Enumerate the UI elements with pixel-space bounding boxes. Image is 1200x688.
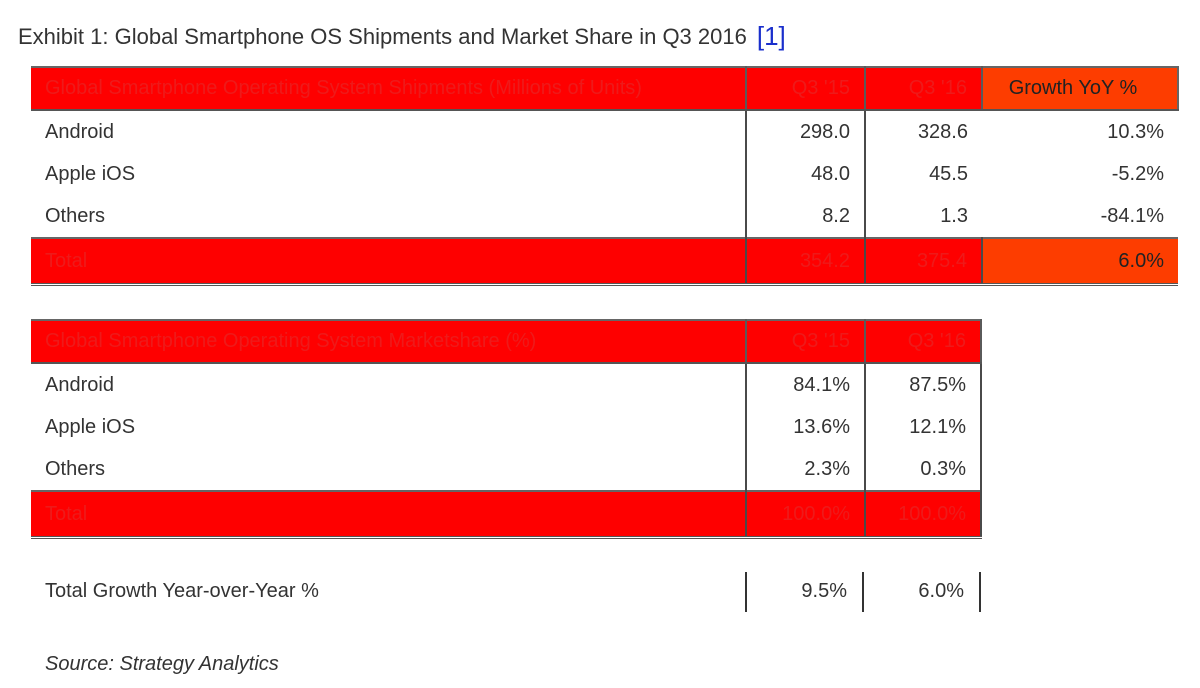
cell-q3-16: 87.5% [865,363,982,406]
table-row: Android 298.0 328.6 10.3% [31,110,1178,153]
marketshare-header-label: Global Smartphone Operating System Marke… [31,319,747,364]
table-row: Others 8.2 1.3 -84.1% [31,195,1178,238]
total-q3-15: 354.2 [746,237,866,286]
cell-q3-15: 2.3% [746,448,866,491]
cell-q3-16: 1.3 [940,204,968,227]
exhibit-title: Exhibit 1: Global Smartphone OS Shipment… [18,20,786,51]
table-row: Apple iOS 48.0 45.5 -5.2% [31,153,1178,195]
total-label: Total [31,237,747,286]
row-label: Android [31,110,747,153]
row-label: Others [31,448,747,491]
table-row: Android 84.1% 87.5% [31,363,982,406]
total-q3-15: 100.0% [746,490,866,539]
table-row: Others 2.3% 0.3% [31,448,982,491]
total-growth-q3-15: 9.5% [801,580,847,602]
cell-q3-16: 328.6 [917,120,968,143]
divider [862,572,864,612]
total-label: Total [31,490,747,539]
marketshare-table: Global Smartphone Operating System Marke… [31,319,982,539]
shipments-header-q3-16: Q3 '16 [865,66,983,111]
cell-q3-16: 0.3% [865,448,982,491]
cell-q3-15: 84.1% [746,363,866,406]
total-growth-q3-16: 6.0% [918,580,964,602]
shipments-header-growth: Growth YoY % [982,66,1179,111]
total-growth-label: Total Growth Year-over-Year % [45,580,319,602]
cell-growth: 10.3% [1107,120,1164,143]
shipments-table: Global Smartphone Operating System Shipm… [31,66,1179,286]
cell-q3-15: 48.0 [746,153,866,195]
shipments-header-label: Global Smartphone Operating System Shipm… [31,66,747,111]
marketshare-header-q3-15: Q3 '15 [746,319,866,364]
total-q3-16: 100.0% [865,490,982,539]
cell-q3-16: 45.5 [929,162,968,185]
marketshare-total-row: Total 100.0% 100.0% [31,490,982,539]
row-label: Others [31,195,747,238]
marketshare-header-row: Global Smartphone Operating System Marke… [31,319,982,364]
cell-q3-15: 298.0 [746,110,866,153]
row-label: Apple iOS [31,153,747,195]
total-q3-16: 375.4 [865,237,983,286]
source-note: Source: Strategy Analytics [45,653,279,675]
cell-q3-15: 13.6% [746,406,866,448]
reference-link[interactable]: [1] [756,21,786,51]
marketshare-header-q3-16: Q3 '16 [865,319,982,364]
shipments-header-row: Global Smartphone Operating System Shipm… [31,66,1179,111]
table-row: Apple iOS 13.6% 12.1% [31,406,982,448]
exhibit-title-text: Exhibit 1: Global Smartphone OS Shipment… [18,24,747,49]
divider [745,572,747,612]
cell-growth: -5.2% [1111,162,1164,185]
total-growth: 6.0% [982,237,1178,286]
row-label: Apple iOS [31,406,747,448]
total-growth-row: Total Growth Year-over-Year % 9.5% 6.0% [31,570,981,612]
divider [979,572,981,612]
shipments-header-q3-15: Q3 '15 [746,66,866,111]
row-label: Android [31,363,747,406]
cell-q3-16: 12.1% [865,406,982,448]
cell-q3-15: 8.2 [746,195,866,238]
cell-growth: -84.1% [1100,204,1164,227]
shipments-total-row: Total 354.2 375.4 6.0% [31,237,1178,286]
